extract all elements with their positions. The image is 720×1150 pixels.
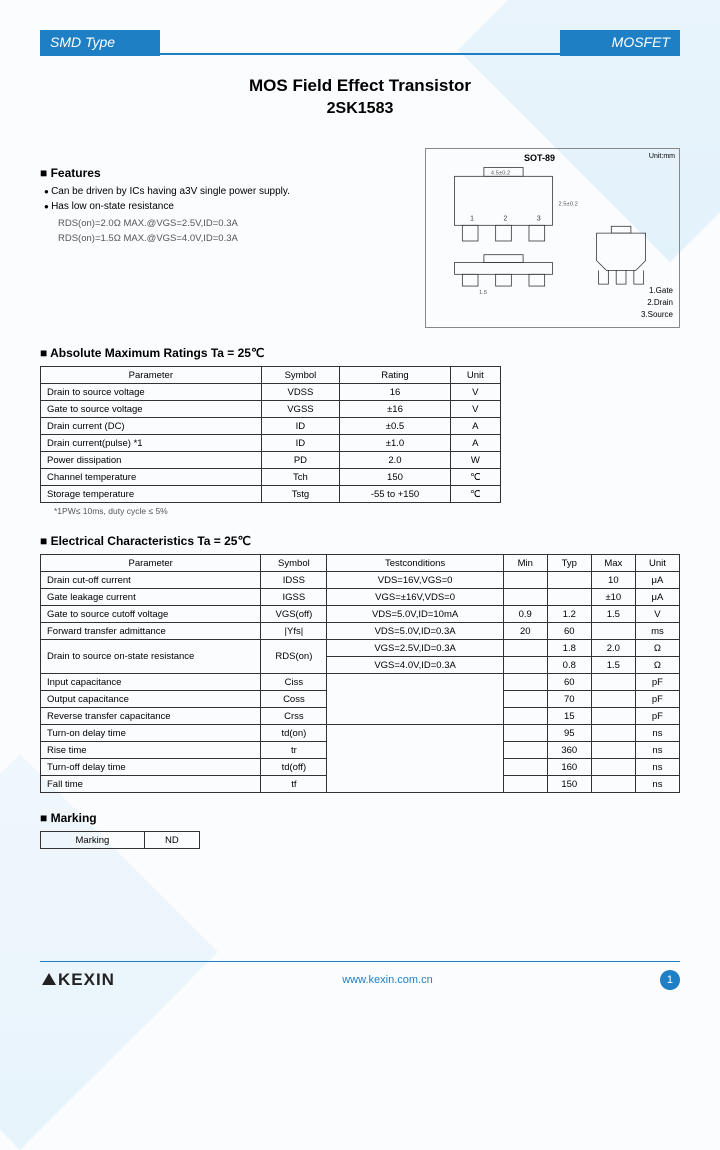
feature-item: Has low on-state resistance	[44, 201, 405, 212]
table-row: Forward transfer admittance|Yfs|VDS=5.0V…	[41, 623, 680, 640]
footer: KEXIN www.kexin.com.cn 1	[40, 961, 680, 990]
pin1-label: 1.Gate	[649, 286, 673, 295]
table-row: Drain to source voltageVDSS16V	[41, 384, 501, 401]
package-svg: 1 2 3 4.5±0.2 2.5±0.2 1.5	[430, 163, 675, 318]
feature-sub: RDS(on)=1.5Ω MAX.@VGS=4.0V,ID=0.3A	[58, 231, 405, 246]
max-ratings-label: Absolute Maximum Ratings Ta = 25℃	[40, 346, 680, 360]
table-row: Drain current(pulse) *1ID±1.0A	[41, 435, 501, 452]
table-row: Gate to source voltageVGSS±16V	[41, 401, 501, 418]
table-row: Gate to source cutoff voltageVGS(off)VDS…	[41, 606, 680, 623]
svg-text:2.5±0.2: 2.5±0.2	[558, 202, 578, 208]
svg-text:3: 3	[537, 215, 541, 222]
footer-url: www.kexin.com.cn	[342, 974, 432, 986]
pin2-label: 2.Drain	[647, 298, 673, 307]
max-ratings-table: ParameterSymbolRatingUnit Drain to sourc…	[40, 366, 501, 503]
table-row: Drain to source on-state resistanceRDS(o…	[41, 640, 680, 657]
max-ratings-note: *1PW≤ 10ms, duty cycle ≤ 5%	[54, 506, 680, 516]
header-left: SMD Type	[40, 30, 160, 56]
table-row: Storage temperatureTstg-55 to +150℃	[41, 486, 501, 503]
header-right: MOSFET	[560, 30, 680, 56]
table-row: Drain current (DC)ID±0.5A	[41, 418, 501, 435]
feature-item: Can be driven by ICs having a3V single p…	[44, 186, 405, 197]
table-row: Gate leakage currentIGSSVGS=±16V,VDS=0±1…	[41, 589, 680, 606]
doc-title: MOS Field Effect Transistor	[40, 76, 680, 96]
table-row: Turn-on delay timetd(on)95ns	[41, 725, 680, 742]
header-divider	[160, 30, 560, 55]
electrical-table: ParameterSymbolTestconditionsMinTypMaxUn…	[40, 554, 680, 793]
marking-table: Marking ND	[40, 831, 200, 849]
logo: KEXIN	[40, 970, 115, 990]
part-number: 2SK1583	[40, 100, 680, 118]
electrical-label: Electrical Characteristics Ta = 25℃	[40, 534, 680, 548]
table-row: Power dissipationPD2.0W	[41, 452, 501, 469]
package-unit: Unit:mm	[649, 153, 675, 163]
marking-col: Marking	[41, 832, 145, 849]
package-label: SOT-89	[524, 153, 555, 163]
marking-label: Marking	[40, 811, 680, 825]
svg-text:1: 1	[470, 215, 474, 222]
table-row: Drain cut-off currentIDSSVDS=16V,VGS=010…	[41, 572, 680, 589]
header-bar: SMD Type MOSFET	[40, 30, 680, 56]
page-number: 1	[660, 970, 680, 990]
feature-sub: RDS(on)=2.0Ω MAX.@VGS=2.5V,ID=0.3A	[58, 216, 405, 231]
marking-val: ND	[144, 832, 199, 849]
pin3-label: 3.Source	[641, 310, 673, 319]
features-block: Features Can be driven by ICs having a3V…	[40, 148, 405, 246]
package-diagram: SOT-89 Unit:mm 1 2 3 4.5±0.2 2.5±0.2	[425, 148, 680, 328]
svg-text:2: 2	[504, 215, 508, 222]
features-label: Features	[40, 166, 405, 180]
table-row: Input capacitanceCiss60pF	[41, 674, 680, 691]
svg-text:4.5±0.2: 4.5±0.2	[491, 170, 511, 176]
svg-text:1.5: 1.5	[479, 290, 488, 296]
table-row: Channel temperatureTch150℃	[41, 469, 501, 486]
